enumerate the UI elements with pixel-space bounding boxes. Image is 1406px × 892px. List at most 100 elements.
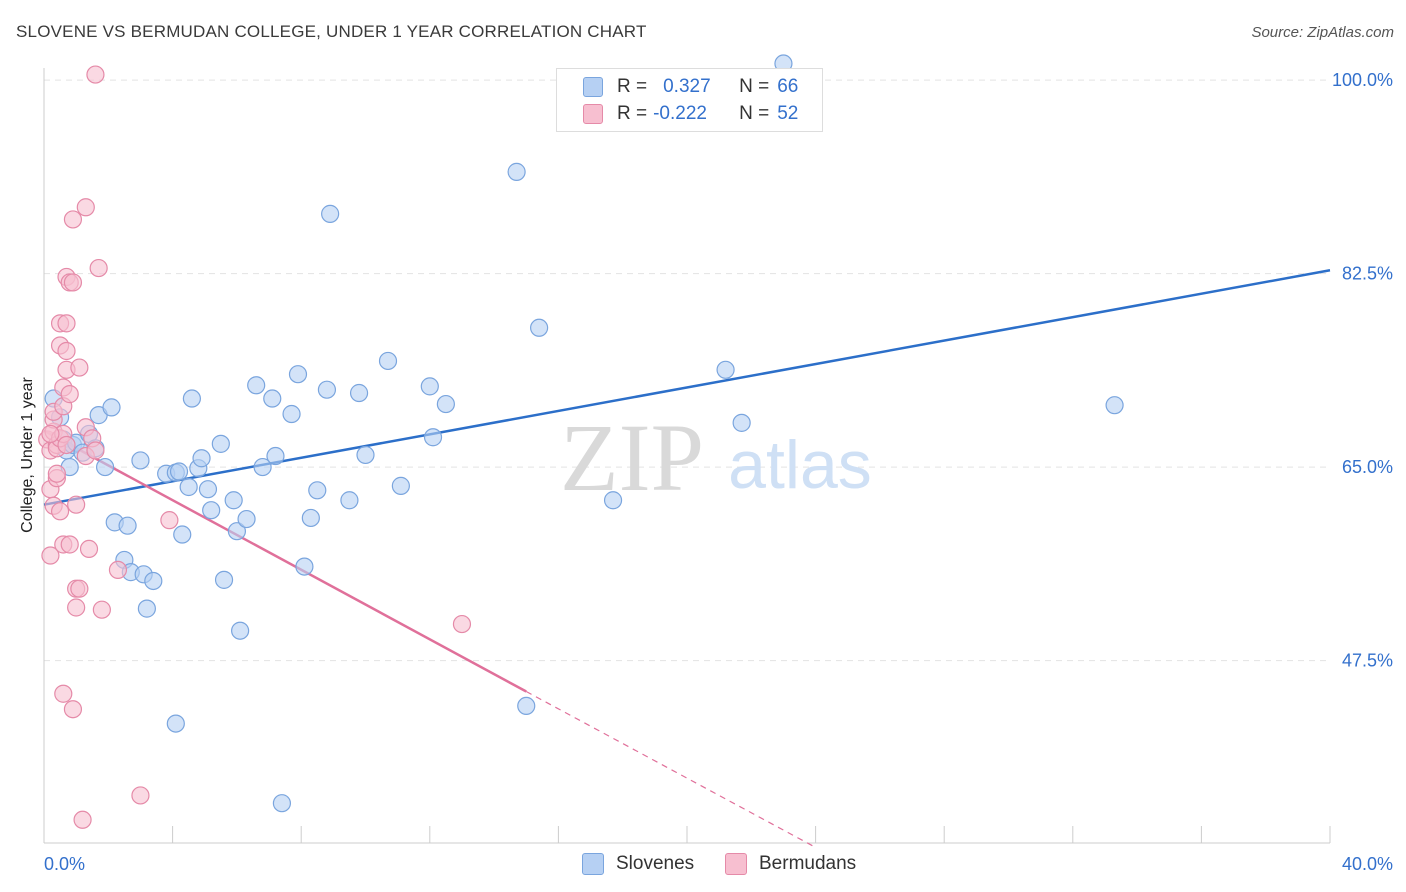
legend-r-value: -0.222 xyxy=(653,103,707,124)
bermudan-point xyxy=(86,441,105,460)
slovene-point xyxy=(517,696,536,716)
slovene-point xyxy=(211,434,230,453)
legend-r-label: R = xyxy=(617,103,648,124)
x-tick-label: 40.0% xyxy=(1342,854,1393,874)
bottom-legend-swatch-blue xyxy=(582,853,604,875)
bottom-legend-label-bermudans: Bermudans xyxy=(759,853,857,874)
bermudan-point xyxy=(92,600,111,619)
bermudan-point xyxy=(63,700,83,719)
slovene-point xyxy=(227,522,246,541)
bermudan-point xyxy=(60,535,79,554)
bermudan-point xyxy=(160,511,179,530)
slovene-point xyxy=(321,204,340,223)
slovene-point xyxy=(308,481,327,500)
bermudan-point xyxy=(63,273,83,292)
bermudan-point xyxy=(89,258,108,278)
slovene-point xyxy=(118,516,137,535)
slovene-point xyxy=(214,570,234,589)
slovene-point xyxy=(603,491,623,510)
slovene-point xyxy=(179,477,198,497)
slovene-point xyxy=(391,476,410,495)
legend-n-value: 52 xyxy=(777,103,799,124)
slovene-point xyxy=(349,383,369,403)
bermudan-point xyxy=(67,495,86,514)
bottom-legend-label-slovenes: Slovenes xyxy=(616,853,695,874)
bottom-legend-swatch-pink xyxy=(725,853,747,875)
slovene-point xyxy=(356,445,375,465)
bermudan-point xyxy=(63,210,83,229)
slovene-point xyxy=(173,525,192,544)
slovene-point xyxy=(169,462,189,481)
slovene-point xyxy=(202,501,221,520)
slovene-point xyxy=(166,714,185,733)
bermudan-point xyxy=(86,65,105,84)
legend: R = 0.327 N = 66 R = -0.222 N = 52 xyxy=(556,68,823,132)
slovene-point xyxy=(102,398,121,417)
slovene-point xyxy=(144,571,163,591)
slovene-point xyxy=(95,457,115,477)
bermudan-point xyxy=(41,424,60,444)
x-tick-label: 0.0% xyxy=(44,854,85,874)
legend-r-value: 0.327 xyxy=(663,76,711,97)
slovene-point xyxy=(237,509,256,529)
slovene-point xyxy=(423,428,443,447)
watermark-zip: ZIP xyxy=(560,404,704,511)
bermudan-point xyxy=(57,341,76,361)
y-tick-label: 82.5% xyxy=(1342,264,1393,284)
slovene-point xyxy=(378,351,398,371)
slovene-point xyxy=(253,457,272,477)
bermudan-point xyxy=(57,314,76,333)
bermudan-point xyxy=(108,560,128,580)
bermudan-trend-line xyxy=(43,429,527,693)
slovene-point xyxy=(340,491,359,510)
bermudan-point xyxy=(131,786,150,805)
bermudan-point xyxy=(54,684,73,703)
slovene-point xyxy=(247,376,266,395)
chart-title: SLOVENE VS BERMUDAN COLLEGE, UNDER 1 YEA… xyxy=(16,22,647,41)
y-tick-label: 65.0% xyxy=(1342,457,1393,477)
slovene-point xyxy=(317,380,337,399)
bermudan-point xyxy=(73,810,92,829)
legend-swatch-blue xyxy=(583,77,603,97)
bermudan-point xyxy=(452,614,472,634)
slovene-point xyxy=(732,413,751,432)
slovene-point xyxy=(716,360,735,379)
bermudan-point xyxy=(60,385,79,404)
trend-lines xyxy=(43,269,1331,848)
slovene-point xyxy=(137,599,156,618)
slovene-point xyxy=(436,394,455,414)
bermudan-point xyxy=(70,579,89,598)
bermudan-point xyxy=(79,539,99,559)
bottom-legend-bermudans: Bermudans xyxy=(725,852,856,876)
slovene-point xyxy=(507,162,526,181)
slovene-point xyxy=(530,318,549,337)
slovene-point xyxy=(231,621,250,640)
bermudan-point xyxy=(57,435,76,455)
data-points xyxy=(38,54,1124,829)
slovene-point xyxy=(282,404,301,424)
legend-n-label: N = xyxy=(739,76,770,97)
legend-n-value: 66 xyxy=(777,76,799,97)
y-tick-label: 47.5% xyxy=(1342,651,1393,671)
slovene-point xyxy=(295,557,314,576)
slovene-point xyxy=(266,446,285,466)
slovene-point xyxy=(1105,396,1124,415)
slovene-point xyxy=(420,377,439,396)
bermudan-point xyxy=(67,598,86,617)
y-tick-label: 100.0% xyxy=(1332,70,1393,90)
slovene-point xyxy=(288,365,308,384)
gridlines xyxy=(44,79,1330,662)
bermudan-point xyxy=(70,358,89,377)
watermark-atlas: atlas xyxy=(728,427,872,503)
slovene-point xyxy=(301,508,320,528)
bermudan-point xyxy=(47,464,66,483)
legend-r-label: R = xyxy=(617,76,648,97)
watermark: ZIP atlas xyxy=(560,404,872,511)
legend-row-slovenes: R = 0.327 N = 66 xyxy=(583,75,798,99)
bottom-legend-slovenes: Slovenes xyxy=(582,852,694,876)
chart-source: Source: ZipAtlas.com xyxy=(1251,24,1394,41)
slovene-point xyxy=(224,491,243,510)
bermudan-point xyxy=(50,502,70,521)
slovene-point xyxy=(182,389,201,408)
slovene-point xyxy=(198,480,218,499)
